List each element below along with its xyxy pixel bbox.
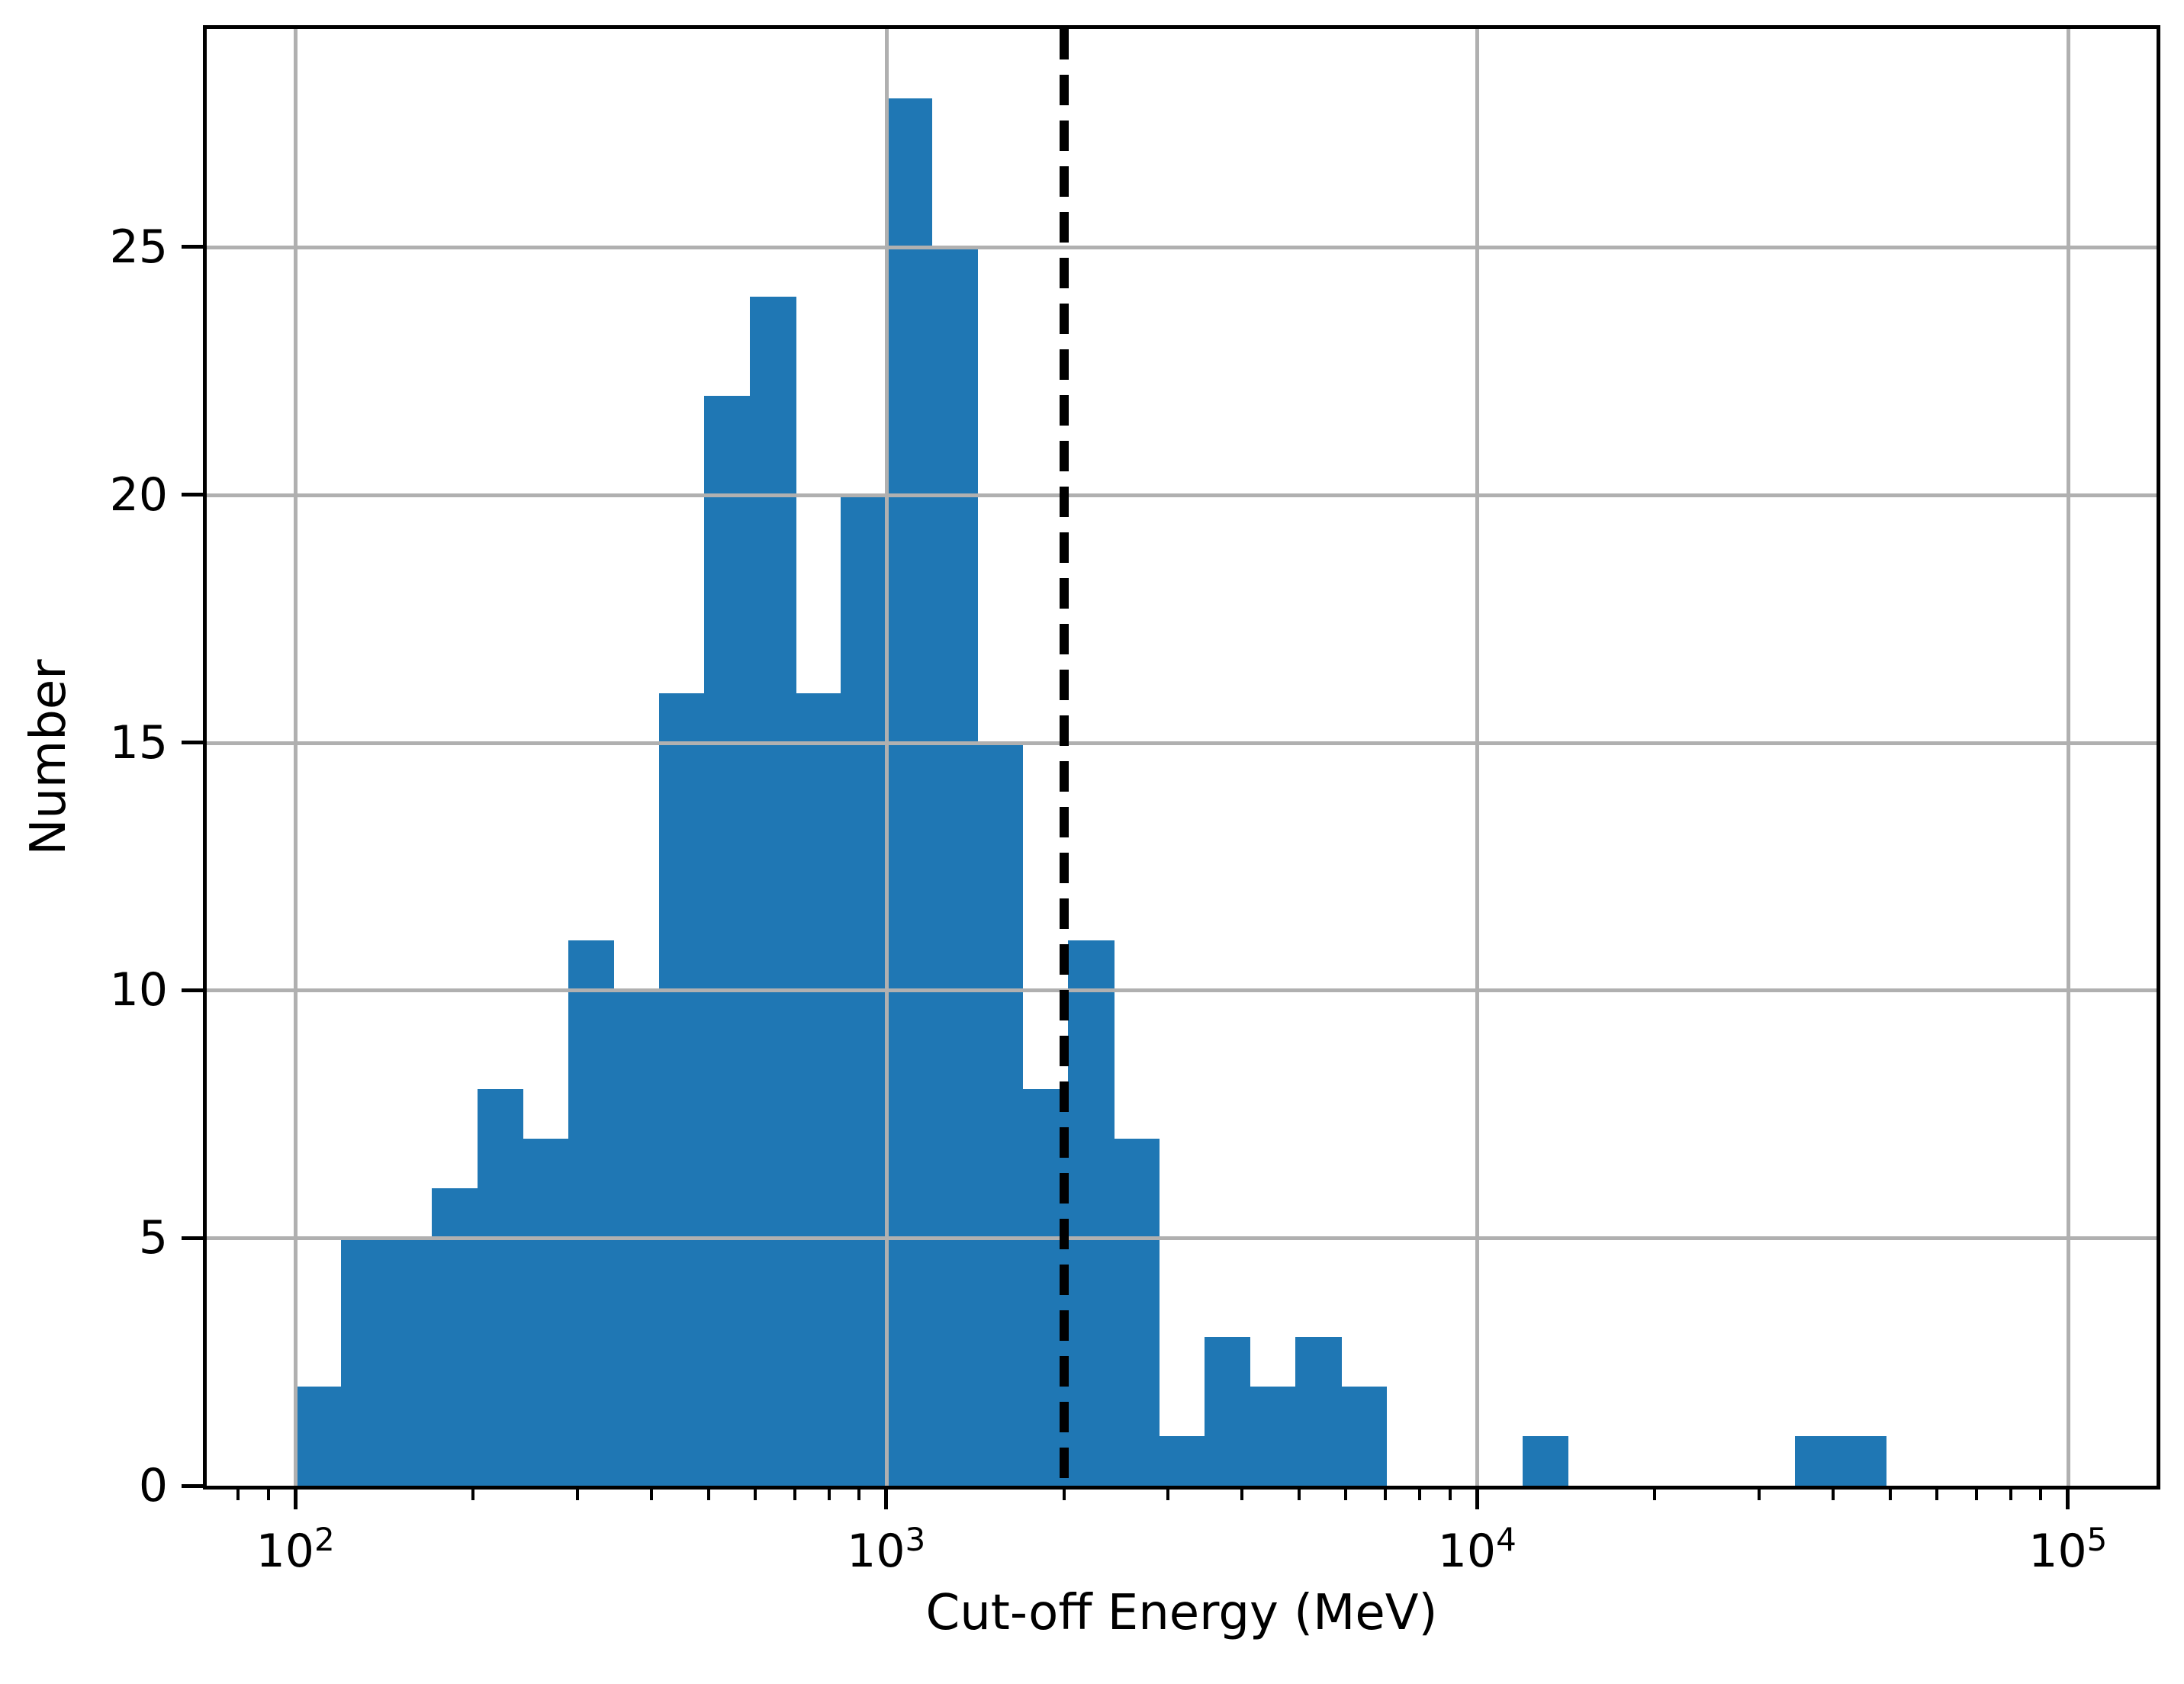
histogram-bar bbox=[1295, 1337, 1342, 1486]
y-tick-label: 20 bbox=[109, 468, 168, 522]
x-axis-minor-tick bbox=[471, 1488, 475, 1500]
x-axis-minor-tick bbox=[1974, 1488, 1978, 1500]
x-tick-label-base: 10 bbox=[256, 1525, 314, 1578]
y-gridline bbox=[207, 1236, 2157, 1241]
x-axis-minor-tick bbox=[1240, 1488, 1244, 1500]
y-gridline bbox=[207, 245, 2157, 249]
x-axis-minor-tick bbox=[1935, 1488, 1938, 1500]
y-gridline bbox=[207, 741, 2157, 745]
x-tick-label: 103 bbox=[847, 1522, 925, 1576]
histogram-bar bbox=[976, 742, 1024, 1486]
cutoff-dashed-line bbox=[1059, 29, 1069, 1486]
histogram-bar bbox=[477, 1089, 524, 1486]
x-axis-minor-tick bbox=[1298, 1488, 1301, 1500]
x-axis-minor-tick bbox=[2039, 1488, 2043, 1500]
y-axis-label: Number bbox=[21, 659, 77, 856]
y-gridline bbox=[207, 988, 2157, 993]
x-axis-minor-tick bbox=[753, 1488, 757, 1500]
histogram-bar bbox=[1204, 1337, 1251, 1486]
y-axis-tick bbox=[182, 245, 203, 249]
x-tick-label: 104 bbox=[1438, 1522, 1517, 1576]
y-tick-label: 0 bbox=[138, 1459, 168, 1512]
histogram-bar bbox=[658, 693, 706, 1486]
x-axis-minor-tick bbox=[266, 1488, 270, 1500]
x-gridline bbox=[2066, 29, 2070, 1486]
x-axis-minor-tick bbox=[236, 1488, 240, 1500]
x-axis-minor-tick bbox=[1166, 1488, 1170, 1500]
histogram-bar bbox=[886, 98, 933, 1486]
y-axis-tick bbox=[182, 741, 203, 744]
x-axis-minor-tick bbox=[1344, 1488, 1348, 1500]
x-tick-label-exponent: 3 bbox=[905, 1521, 926, 1558]
histogram-bar bbox=[1113, 1139, 1160, 1486]
histogram-bar bbox=[431, 1188, 478, 1486]
histogram-bar bbox=[704, 395, 751, 1486]
x-gridline bbox=[294, 29, 298, 1486]
y-axis-tick bbox=[182, 1236, 203, 1240]
x-axis-minor-tick bbox=[1653, 1488, 1657, 1500]
x-gridline bbox=[884, 29, 889, 1486]
x-tick-label-exponent: 4 bbox=[1496, 1521, 1517, 1558]
x-axis-minor-tick bbox=[793, 1488, 796, 1500]
x-axis-tick bbox=[884, 1488, 889, 1509]
histogram-bar bbox=[1340, 1387, 1388, 1486]
histogram-bar bbox=[1522, 1436, 1569, 1486]
y-tick-label: 5 bbox=[138, 1211, 168, 1265]
x-tick-label: 102 bbox=[256, 1522, 335, 1576]
histogram-bar bbox=[1068, 940, 1115, 1486]
x-axis-minor-tick bbox=[1888, 1488, 1892, 1500]
histogram-bar bbox=[523, 1139, 569, 1486]
histogram-bar bbox=[749, 296, 796, 1486]
x-axis-tick bbox=[2066, 1488, 2070, 1509]
x-axis-minor-tick bbox=[1418, 1488, 1422, 1500]
x-axis-minor-tick bbox=[1448, 1488, 1452, 1500]
histogram-bar bbox=[340, 1238, 388, 1486]
x-axis-minor-tick bbox=[857, 1488, 861, 1500]
x-axis-minor-tick bbox=[2009, 1488, 2012, 1500]
histogram-bar bbox=[1795, 1436, 1841, 1486]
x-tick-label-base: 10 bbox=[1437, 1525, 1497, 1578]
x-gridline bbox=[1475, 29, 1480, 1486]
x-tick-label-base: 10 bbox=[2028, 1525, 2087, 1578]
x-axis-minor-tick bbox=[649, 1488, 653, 1500]
x-tick-label-exponent: 5 bbox=[2086, 1521, 2108, 1558]
y-axis-tick bbox=[182, 1483, 203, 1488]
histogram-bar bbox=[295, 1387, 342, 1486]
histogram-bar bbox=[1250, 1387, 1296, 1486]
x-axis-minor-tick bbox=[575, 1488, 579, 1500]
y-tick-label: 15 bbox=[109, 715, 168, 770]
x-axis-minor-tick bbox=[1062, 1488, 1066, 1500]
x-tick-label: 105 bbox=[2028, 1522, 2107, 1576]
y-tick-label: 25 bbox=[109, 220, 168, 274]
x-axis-label: Cut-off Energy (MeV) bbox=[925, 1585, 1438, 1641]
x-axis-minor-tick bbox=[827, 1488, 831, 1500]
x-axis-tick bbox=[1475, 1488, 1479, 1509]
x-axis-minor-tick bbox=[1757, 1488, 1761, 1500]
x-axis-minor-tick bbox=[1831, 1488, 1835, 1500]
y-tick-label: 10 bbox=[109, 963, 168, 1017]
y-axis-tick bbox=[182, 988, 203, 992]
histogram-bar bbox=[1159, 1436, 1205, 1486]
y-axis-tick bbox=[182, 493, 203, 497]
histogram-bar bbox=[795, 693, 842, 1486]
y-gridline bbox=[207, 493, 2157, 497]
histogram-bar bbox=[386, 1238, 433, 1486]
x-axis-tick bbox=[293, 1488, 298, 1509]
histogram-bar bbox=[1840, 1436, 1887, 1486]
x-tick-label-exponent: 2 bbox=[314, 1521, 335, 1558]
x-axis-minor-tick bbox=[706, 1488, 710, 1500]
histogram-bar bbox=[931, 246, 978, 1486]
x-axis-minor-tick bbox=[1384, 1488, 1388, 1500]
x-tick-label-base: 10 bbox=[847, 1525, 905, 1578]
histogram-bar bbox=[568, 940, 615, 1486]
